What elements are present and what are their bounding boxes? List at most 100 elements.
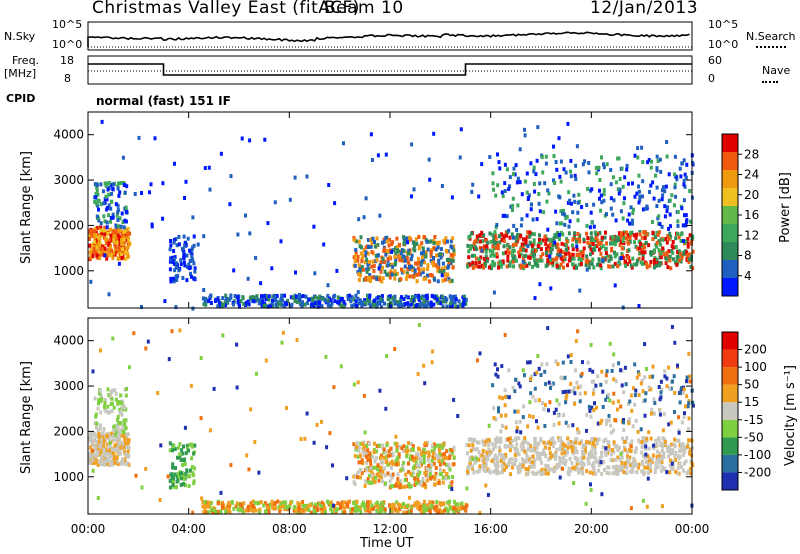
echo-cell: [238, 304, 241, 308]
echo-cell: [434, 507, 437, 511]
echo-cell: [512, 224, 515, 228]
echo-cell: [358, 449, 361, 453]
echo-cell: [534, 399, 537, 403]
echo-cell: [97, 401, 100, 405]
echo-cell: [592, 446, 595, 450]
echo-cell: [494, 453, 497, 457]
echo-cell: [652, 397, 655, 401]
echo-cell: [488, 438, 491, 442]
echo-cell: [585, 429, 588, 433]
echo-cell: [124, 442, 127, 446]
echo-cell: [658, 408, 661, 412]
echo-cell: [627, 457, 630, 461]
echo-cell: [358, 508, 361, 512]
echo-cell: [685, 394, 688, 398]
echo-cell: [413, 248, 416, 252]
echo-cell: [515, 443, 518, 447]
echo-cell: [576, 232, 579, 236]
echo-cell: [657, 233, 660, 237]
echo-cell: [102, 229, 105, 233]
echo-cell: [178, 328, 181, 332]
echo-cell: [124, 191, 127, 195]
echo-cell: [402, 461, 405, 465]
echo-cell: [665, 256, 668, 260]
echo-cell: [524, 133, 527, 137]
echo-cell: [301, 300, 304, 304]
echo-cell: [431, 350, 434, 354]
echo-cell: [466, 265, 469, 269]
echo-cell: [106, 206, 109, 210]
echo-cell: [452, 506, 455, 510]
echo-cell: [435, 247, 438, 251]
echo-cell: [255, 508, 258, 512]
echo-cell: [478, 450, 481, 454]
echo-cell: [576, 211, 579, 215]
echo-cell: [658, 263, 661, 267]
echo-cell: [574, 368, 577, 372]
echo-cell: [531, 460, 534, 464]
echo-cell: [502, 194, 505, 198]
echo-cell: [586, 187, 589, 191]
echo-cell: [651, 231, 654, 235]
echo-cell: [586, 236, 589, 240]
echo-cell: [451, 246, 454, 250]
echo-cell: [566, 263, 569, 267]
echo-cell: [590, 415, 593, 419]
echo-cell: [494, 194, 497, 198]
echo-cell: [229, 296, 232, 300]
echo-cell: [280, 297, 283, 301]
echo-cell: [197, 243, 200, 247]
echo-cell: [592, 265, 595, 269]
echo-cell: [124, 426, 127, 430]
echo-cell: [459, 156, 462, 160]
echo-cell: [230, 174, 233, 178]
echo-cell: [391, 507, 394, 511]
echo-cell: [103, 439, 106, 443]
echo-cell: [640, 450, 643, 454]
echo-cell: [346, 505, 349, 509]
echo-cell: [594, 451, 597, 455]
echo-cell: [403, 485, 406, 489]
echo-cell: [600, 155, 603, 159]
echo-cell: [103, 427, 106, 431]
echo-cell: [688, 189, 691, 193]
echo-cell: [646, 505, 649, 509]
echo-cell: [416, 279, 419, 283]
echo-cell: [317, 301, 320, 305]
echo-cell: [125, 387, 128, 391]
echo-cell: [473, 241, 476, 245]
echo-cell: [589, 482, 592, 486]
echo-cell: [587, 361, 590, 365]
echo-cell: [678, 258, 681, 262]
echo-cell: [479, 240, 482, 244]
echo-cell: [682, 251, 685, 255]
echo-cell: [102, 214, 105, 218]
echo-cell: [653, 401, 656, 405]
echo-cell: [592, 388, 595, 392]
echo-cell: [622, 216, 625, 220]
echo-cell: [519, 420, 522, 424]
power-colorbar-swatch: [722, 224, 738, 242]
echo-cell: [584, 391, 587, 395]
echo-cell: [107, 188, 110, 192]
echo-cell: [190, 384, 193, 388]
echo-cell: [305, 295, 308, 299]
echo-cell: [530, 207, 533, 211]
echo-cell: [467, 235, 470, 239]
echo-cell: [515, 236, 518, 240]
echo-cell: [183, 477, 186, 481]
echo-cell: [650, 437, 653, 441]
echo-cell: [610, 247, 613, 251]
echo-cell: [665, 185, 668, 189]
echo-cell: [616, 472, 619, 476]
echo-cell: [640, 146, 643, 150]
echo-cell: [285, 406, 288, 410]
velocity-colorbar-swatch: [722, 420, 738, 438]
echo-cell: [446, 240, 449, 244]
echo-cell: [592, 248, 595, 252]
echo-cell: [635, 463, 638, 467]
x-tick-label: 12:00: [373, 522, 408, 536]
echo-cell: [442, 262, 445, 266]
echo-cell: [466, 470, 469, 474]
echo-cell: [393, 347, 396, 351]
